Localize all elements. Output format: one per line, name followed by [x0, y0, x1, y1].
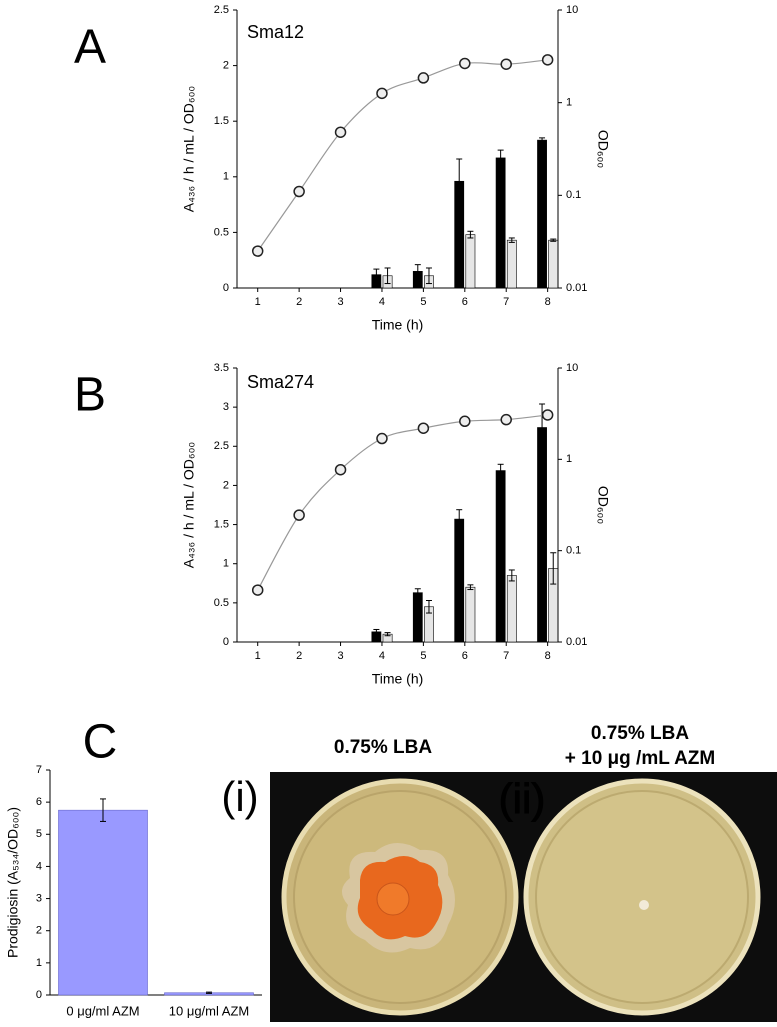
- od-marker: [417, 422, 430, 434]
- od-marker: [376, 87, 388, 100]
- bar: [506, 239, 517, 289]
- od-marker: [334, 463, 347, 476]
- y2-tick-label: 0.1: [566, 545, 581, 557]
- od-marker: [417, 72, 430, 84]
- x-tick-label: 5: [420, 296, 426, 308]
- y2-tick-label: 1: [566, 97, 572, 109]
- y2-axis-label: OD₆₀₀: [595, 130, 611, 168]
- y-tick-label: 3: [223, 401, 229, 413]
- bar: [548, 239, 559, 289]
- od-marker: [376, 432, 388, 445]
- y2-axis-label: OD₆₀₀: [595, 486, 611, 524]
- bar: [537, 427, 547, 643]
- bar: [537, 139, 547, 289]
- bar: [495, 470, 506, 643]
- x-tick-label: 3: [337, 650, 343, 662]
- y2-tick-label: 1: [566, 453, 572, 465]
- od-marker: [459, 57, 471, 70]
- y2-tick-label: 10: [566, 4, 578, 16]
- y-tick-label: 2.5: [214, 4, 229, 16]
- od-marker: [500, 413, 512, 426]
- y-tick-label: 1: [223, 171, 229, 183]
- y2-tick-label: 0.01: [566, 282, 587, 294]
- y-tick-label: 0: [36, 989, 42, 1001]
- od-marker: [293, 509, 305, 521]
- x-tick-label: 4: [379, 296, 385, 308]
- panel-label: A: [74, 21, 106, 74]
- x-tick-label: 0 μg/ml AZM: [66, 1003, 139, 1018]
- colony-center: [376, 882, 410, 916]
- y-tick-label: 1: [36, 957, 42, 969]
- y-tick-label: 4: [36, 860, 42, 872]
- od-marker: [251, 245, 264, 257]
- bar: [465, 234, 476, 289]
- caption: 0.75% LBA: [591, 723, 689, 744]
- panel-label: B: [74, 369, 106, 422]
- bar: [412, 592, 423, 643]
- petri-dish-rim: [535, 790, 749, 1004]
- bar: [58, 809, 148, 996]
- x-tick-label: 6: [462, 296, 468, 308]
- x-axis-label: Time (h): [372, 671, 424, 687]
- x-axis-label: Time (h): [372, 317, 424, 333]
- x-tick-label: 3: [337, 296, 343, 308]
- od-marker: [459, 415, 471, 428]
- y-tick-label: 2: [223, 479, 229, 491]
- annotation: (i): [221, 773, 258, 820]
- od-marker: [334, 126, 347, 138]
- y-tick-label: 1.5: [214, 518, 229, 530]
- x-tick-label: 2: [296, 650, 302, 662]
- photo: (ii) 0.75% LBA 0.75% LBA + 10 μg /mL AZM: [270, 723, 777, 1022]
- od-marker: [500, 58, 512, 70]
- caption: 0.75% LBA: [334, 737, 432, 758]
- y-tick-label: 0: [223, 636, 229, 648]
- x-tick-label: 1: [255, 296, 261, 308]
- photo-label: (ii): [499, 775, 546, 822]
- y2-tick-label: 10: [566, 362, 578, 374]
- chart-title: Sma12: [247, 22, 304, 42]
- y-tick-label: 0.5: [214, 226, 229, 238]
- panel-label: C: [83, 716, 118, 769]
- y-tick-label: 3: [36, 892, 42, 904]
- x-tick-label: 8: [545, 650, 551, 662]
- od-marker: [541, 409, 554, 421]
- caption: + 10 μg /mL AZM: [565, 748, 715, 769]
- bar: [465, 586, 476, 643]
- y-tick-label: 2: [36, 925, 42, 937]
- y-tick-label: 6: [36, 796, 42, 808]
- od-marker: [251, 584, 264, 596]
- od-marker: [293, 185, 305, 198]
- y-tick-label: 2.5: [214, 440, 229, 452]
- x-tick-label: 7: [503, 296, 509, 308]
- y2-tick-label: 0.1: [566, 189, 581, 201]
- y-tick-label: 7: [36, 764, 42, 776]
- y-tick-label: 5: [36, 828, 42, 840]
- x-tick-label: 5: [420, 650, 426, 662]
- bar: [454, 518, 465, 643]
- y-axis-label: A₄₃₆ / h / mL / OD₆₀₀: [181, 442, 197, 569]
- y-tick-label: 0: [223, 282, 229, 294]
- y-tick-label: 1: [223, 558, 229, 570]
- colony: [639, 900, 649, 910]
- bar: [506, 575, 517, 643]
- chart-title: Sma274: [247, 372, 314, 392]
- x-tick-label: 7: [503, 650, 509, 662]
- y2-tick-label: 0.01: [566, 636, 587, 648]
- bar: [495, 157, 506, 289]
- y-tick-label: 3.5: [214, 362, 229, 374]
- x-tick-label: 4: [379, 650, 385, 662]
- x-tick-label: 10 μg/ml AZM: [169, 1003, 249, 1018]
- y-tick-label: 1.5: [214, 115, 229, 127]
- x-tick-label: 2: [296, 296, 302, 308]
- y-tick-label: 0.5: [214, 597, 229, 609]
- od-marker: [541, 54, 554, 66]
- x-tick-label: 6: [462, 650, 468, 662]
- x-tick-label: 1: [255, 650, 261, 662]
- y-axis-label: Prodigiosin (A₅₃₄/OD₆₀₀): [5, 807, 21, 958]
- y-axis-label: A₄₃₆ / h / mL / OD₆₀₀: [181, 86, 197, 213]
- x-tick-label: 8: [545, 296, 551, 308]
- y-tick-label: 2: [223, 60, 229, 72]
